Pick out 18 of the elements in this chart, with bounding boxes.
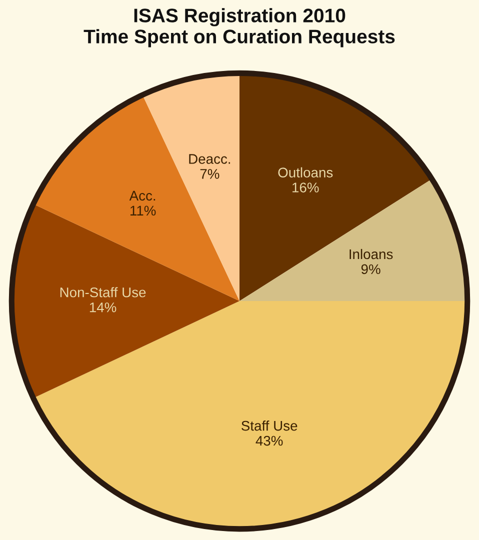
slice-label: Inloans [350,248,393,260]
slice-label: Staff Use [242,420,298,431]
pie-slice [33,301,468,529]
pie-slice [12,204,240,398]
data-label: 9% [361,264,380,274]
pie-slice [33,94,240,302]
slice-label: Deacc. [189,154,230,164]
chart-title: ISAS Registration 2010 Time Spent on Curation Requests [84,8,395,48]
data-label: 16% [292,182,319,192]
pie-slice [240,73,432,302]
slice-label: Acc. [129,190,156,201]
data-label: 11% [130,206,156,216]
data-label: 14% [90,302,116,312]
slice-label: Non-Staff Use [60,287,146,298]
slice-label: Outloans [278,167,333,178]
data-label: 7% [200,169,220,179]
pie-slice [240,178,468,302]
data-label: 43% [256,436,283,446]
